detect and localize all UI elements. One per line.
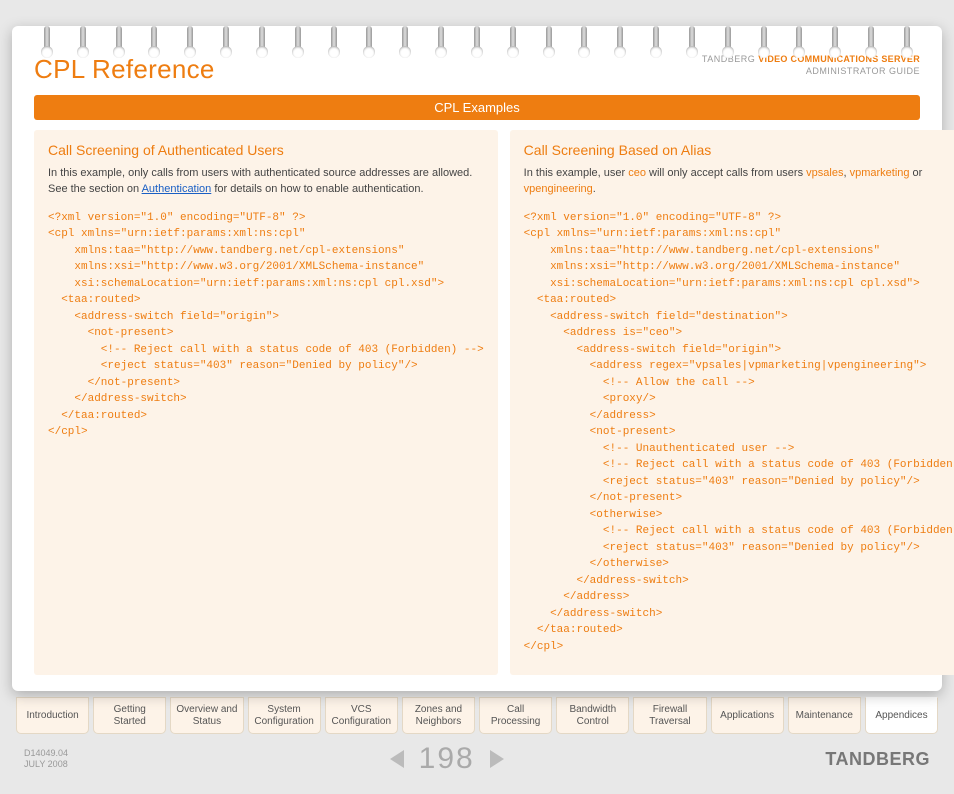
tab-getting-started[interactable]: Getting Started bbox=[93, 697, 166, 734]
tab-overview-status[interactable]: Overview andStatus bbox=[170, 697, 243, 734]
footer: D14049.04 JULY 2008 198 TANDBERG bbox=[0, 734, 954, 794]
next-page-icon[interactable] bbox=[485, 748, 507, 770]
right-column: Call Screening Based on Alias In this ex… bbox=[510, 130, 954, 675]
tab-applications[interactable]: Applications bbox=[711, 697, 784, 734]
prev-page-icon[interactable] bbox=[387, 748, 409, 770]
right-p-d: or bbox=[910, 167, 923, 179]
doc-date: JULY 2008 bbox=[24, 759, 68, 770]
tab-zones-neighbors[interactable]: Zones andNeighbors bbox=[402, 697, 475, 734]
section-bar: CPL Examples bbox=[34, 95, 920, 120]
right-p-e: . bbox=[593, 183, 596, 195]
tab-bandwidth[interactable]: BandwidthControl bbox=[556, 697, 629, 734]
left-p-text-b: for details on how to enable authenticat… bbox=[211, 183, 423, 195]
user-vpsales: vpsales bbox=[806, 167, 843, 179]
right-code-block: <?xml version="1.0" encoding="UTF-8" ?> … bbox=[524, 210, 954, 656]
tab-introduction[interactable]: Introduction bbox=[16, 697, 89, 734]
tab-vcs-config[interactable]: VCSConfiguration bbox=[325, 697, 398, 734]
left-column: Call Screening of Authenticated Users In… bbox=[34, 130, 498, 675]
tab-maintenance[interactable]: Maintenance bbox=[788, 697, 861, 734]
sheet: CPL Reference TANDBERG VIDEO COMMUNICATI… bbox=[12, 26, 942, 691]
left-code-block: <?xml version="1.0" encoding="UTF-8" ?> … bbox=[48, 210, 484, 441]
user-vpengineering: vpengineering bbox=[524, 183, 593, 195]
doc-type: ADMINISTRATOR GUIDE bbox=[702, 66, 920, 78]
tab-system-config[interactable]: SystemConfiguration bbox=[248, 697, 321, 734]
user-ceo: ceo bbox=[628, 167, 646, 179]
spiral-binding bbox=[30, 26, 924, 66]
right-section-title: Call Screening Based on Alias bbox=[524, 142, 954, 158]
nav-tabs: Introduction Getting Started Overview an… bbox=[16, 697, 938, 734]
tab-firewall[interactable]: FirewallTraversal bbox=[633, 697, 706, 734]
right-paragraph: In this example, user ceo will only acce… bbox=[524, 166, 954, 198]
user-vpmarketing: vpmarketing bbox=[850, 167, 910, 179]
doc-id: D14049.04 bbox=[24, 748, 68, 759]
doc-id-block: D14049.04 JULY 2008 bbox=[24, 748, 68, 771]
page: CPL Reference TANDBERG VIDEO COMMUNICATI… bbox=[0, 26, 954, 794]
pager: 198 bbox=[387, 742, 507, 776]
tab-call-processing[interactable]: CallProcessing bbox=[479, 697, 552, 734]
brand-logo: TANDBERG bbox=[825, 749, 930, 770]
content-columns: Call Screening of Authenticated Users In… bbox=[28, 130, 926, 675]
right-p-a: In this example, user bbox=[524, 167, 629, 179]
right-p-b: will only accept calls from users bbox=[646, 167, 806, 179]
page-number: 198 bbox=[419, 742, 475, 776]
tab-appendices[interactable]: Appendices bbox=[865, 697, 938, 734]
left-paragraph: In this example, only calls from users w… bbox=[48, 166, 484, 198]
authentication-link[interactable]: Authentication bbox=[142, 183, 212, 195]
left-section-title: Call Screening of Authenticated Users bbox=[48, 142, 484, 158]
